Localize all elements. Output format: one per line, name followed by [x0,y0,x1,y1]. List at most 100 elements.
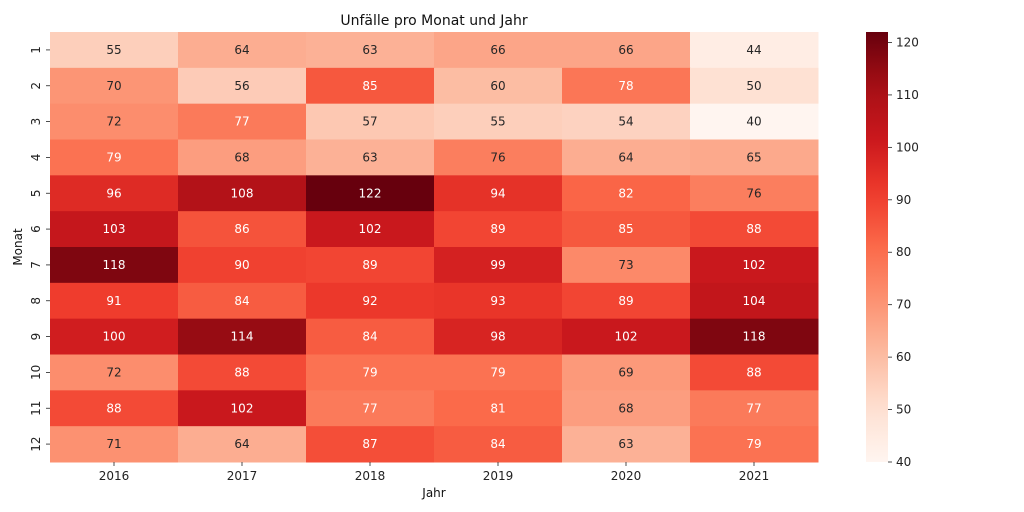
heatmap-cell [690,426,819,463]
heatmap-cell [306,354,435,391]
cell-value-label: 64 [234,437,249,451]
heatmap-cell [306,103,435,140]
heatmap-cell [562,247,691,284]
heatmap-cell [434,282,563,320]
heatmap-cell [178,67,307,105]
cell-value-label: 69 [618,365,633,379]
heatmap-cell [434,247,563,284]
heatmap-cell [562,139,691,176]
heatmap-cell [50,139,179,176]
cell-value-label: 84 [234,294,249,308]
cell-value-label: 79 [490,365,505,379]
y-tick-label: 4 [29,154,43,162]
heatmap-cell [50,67,179,105]
y-axis-label: Monat [11,228,25,266]
heatmap-cell [690,67,819,105]
heatmap-cell [434,67,563,105]
y-tick-label: 2 [29,82,43,90]
cell-value-label: 77 [362,401,377,415]
heatmap-cell [434,175,563,212]
cell-value-label: 63 [362,43,377,57]
heatmap-cell [178,247,307,284]
heatmap-cell [178,354,307,391]
heatmap-cell [50,426,179,463]
colorbar-gradient [866,32,888,462]
cell-value-label: 102 [743,258,766,272]
cell-value-label: 63 [362,150,377,164]
colorbar-tick-label: 100 [896,140,919,154]
x-axis-ticks: 2016 2017 2018 2019 2020 2021 [99,462,769,483]
cell-value-label: 54 [618,115,633,129]
y-tick-label: 6 [29,225,43,233]
heatmap-cell [690,103,819,140]
cell-value-label: 77 [746,401,761,415]
heatmap-cell [50,318,179,355]
heatmap-cell [50,211,179,248]
y-tick-label: 9 [29,333,43,341]
heatmap-cell [306,426,435,463]
colorbar-tick-label: 120 [896,35,919,49]
cell-value-label: 102 [359,222,382,236]
cell-value-label: 68 [234,150,249,164]
cell-value-label: 108 [231,186,254,200]
heatmap-cell [690,175,819,212]
cell-value-label: 88 [106,401,121,415]
heatmap-cell [562,426,691,463]
x-tick-label: 2017 [227,469,258,483]
heatmap-cell [178,211,307,248]
heatmap-cell [434,211,563,248]
cell-value-label: 40 [746,115,761,129]
heatmap-cell [562,318,691,355]
cell-value-label: 79 [362,365,377,379]
cell-value-label: 84 [490,437,505,451]
x-tick-label: 2016 [99,469,130,483]
cell-value-label: 87 [362,437,377,451]
heatmap-cell [434,318,563,355]
y-tick-label: 1 [29,46,43,54]
heatmap-cell [306,282,435,320]
cell-value-label: 96 [106,186,121,200]
heatmap-cell [178,175,307,212]
cell-value-label: 63 [618,437,633,451]
cell-value-label: 118 [103,258,126,272]
heatmap-cell [178,32,307,69]
heatmap-cell [690,282,819,320]
cell-value-label: 92 [362,294,377,308]
cell-value-label: 71 [106,437,121,451]
cell-value-label: 94 [490,186,505,200]
cell-value-label: 66 [618,43,633,57]
cell-value-label: 90 [234,258,249,272]
cell-value-label: 104 [743,294,766,308]
cell-value-label: 72 [106,115,121,129]
cell-value-label: 118 [743,330,766,344]
cell-value-label: 85 [618,222,633,236]
heatmap-cell [306,32,435,69]
heatmap-cell [690,354,819,391]
heatmap-cell [690,32,819,69]
heatmap-cell [178,103,307,140]
cell-value-label: 88 [234,365,249,379]
heatmap-cell [562,67,691,105]
cell-value-label: 73 [618,258,633,272]
heatmap-cell [690,211,819,248]
cell-value-label: 82 [618,186,633,200]
colorbar-ticks: 40 50 60 70 80 90 100 110 120 [888,35,919,469]
chart-title: Unfälle pro Monat und Jahr [340,13,528,29]
x-tick-label: 2018 [355,469,386,483]
heatmap-cell [562,282,691,320]
heatmap-cell [50,390,179,427]
cell-value-label: 89 [490,222,505,236]
cell-value-label: 72 [106,365,121,379]
cell-value-label: 84 [362,330,377,344]
heatmap-cell [50,354,179,391]
y-tick-label: 7 [29,261,43,269]
heatmap-cell [50,103,179,140]
heatmap-cell [434,354,563,391]
heatmap-cell [50,175,179,212]
cell-value-label: 122 [359,186,382,200]
cell-value-label: 103 [103,222,126,236]
cell-value-label: 55 [490,115,505,129]
cell-value-label: 79 [746,437,761,451]
